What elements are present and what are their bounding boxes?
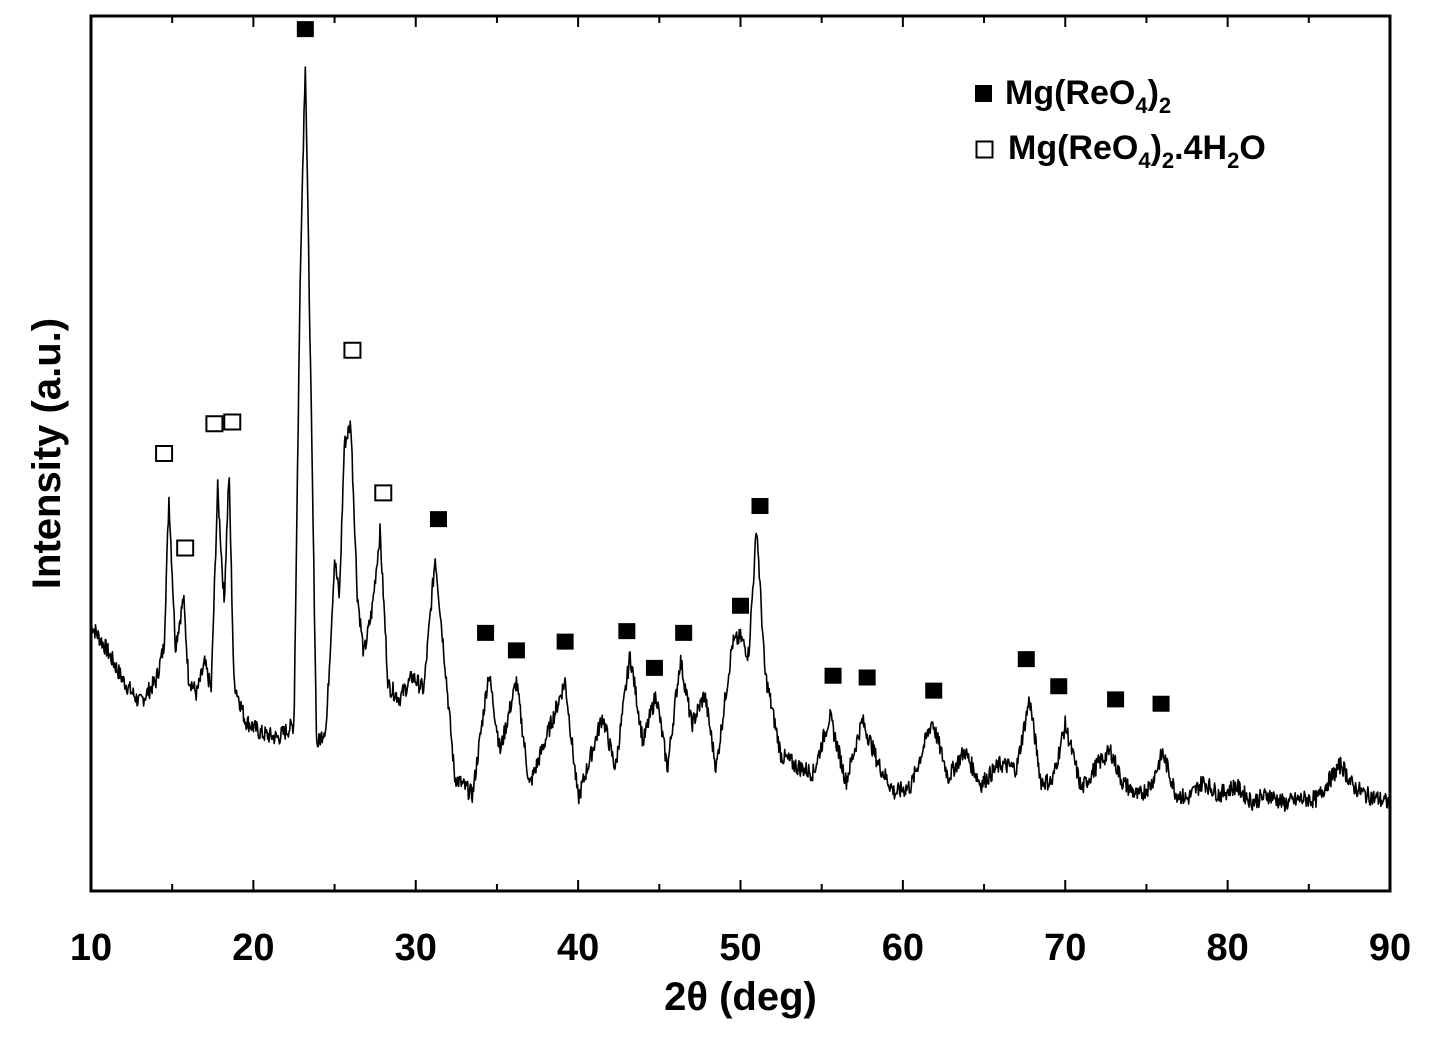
legend-label-mg-reo4-2: Mg(ReO4)2: [1005, 74, 1171, 118]
peak-marker-filled: [1107, 691, 1125, 708]
peak-marker-filled: [732, 597, 749, 614]
peak-marker-open: [155, 445, 174, 462]
peak-marker-filled: [751, 498, 769, 514]
legend: Mg(ReO4)2 Mg(ReO4)2.4H2O: [975, 74, 1266, 173]
plot-frame: [89, 14, 1392, 893]
xrd-series-line: [90, 66, 1391, 812]
x-tick-label: 50: [719, 927, 761, 969]
y-axis-title: Intensity (a.u.): [25, 318, 69, 589]
legend-open-square-marker: [975, 140, 994, 159]
x-tick-label: 70: [1044, 927, 1086, 969]
x-tick-label: 30: [395, 927, 437, 969]
x-tick-labels: 10 20 30 40 50 60 70 80 90: [70, 927, 1411, 969]
peak-marker-filled: [429, 511, 447, 528]
peak-marker-open: [374, 484, 393, 502]
peak-marker-filled: [296, 21, 314, 38]
legend-label-mg-reo4-2-4h2o: Mg(ReO4)2.4H2O: [1008, 129, 1266, 173]
x-axis-title: 2θ (deg): [664, 975, 817, 1019]
peak-marker-filled: [556, 633, 574, 650]
legend-item-mg-reo4-2: Mg(ReO4)2: [975, 74, 1171, 118]
peak-marker-filled: [1017, 651, 1035, 668]
x-tick-label: 80: [1206, 927, 1248, 969]
peak-marker-open: [223, 413, 242, 431]
x-tick-label: 40: [557, 927, 599, 969]
peak-marker-open: [343, 341, 362, 359]
legend-filled-square-marker: [975, 85, 992, 102]
legend-item-mg-reo4-2-4h2o: Mg(ReO4)2.4H2O: [975, 129, 1266, 173]
x-tick-label: 20: [232, 927, 274, 969]
peak-marker-open: [176, 539, 195, 557]
peak-marker-filled: [824, 667, 842, 684]
peak-marker-filled: [1050, 678, 1068, 695]
peak-marker-filled: [858, 669, 876, 686]
x-tick-label: 10: [70, 927, 112, 969]
plot-area: [90, 21, 1391, 812]
peak-marker-filled: [925, 682, 943, 699]
peak-marker-filled: [618, 623, 636, 640]
peak-marker-filled: [645, 659, 663, 676]
peak-marker-open: [205, 415, 224, 433]
peak-marker-filled: [675, 624, 693, 641]
peak-marker-filled: [477, 624, 495, 641]
x-tick-label: 60: [882, 927, 924, 969]
peak-marker-filled: [1152, 695, 1170, 712]
x-tick-label: 90: [1369, 927, 1411, 969]
peak-marker-filled: [507, 642, 525, 659]
